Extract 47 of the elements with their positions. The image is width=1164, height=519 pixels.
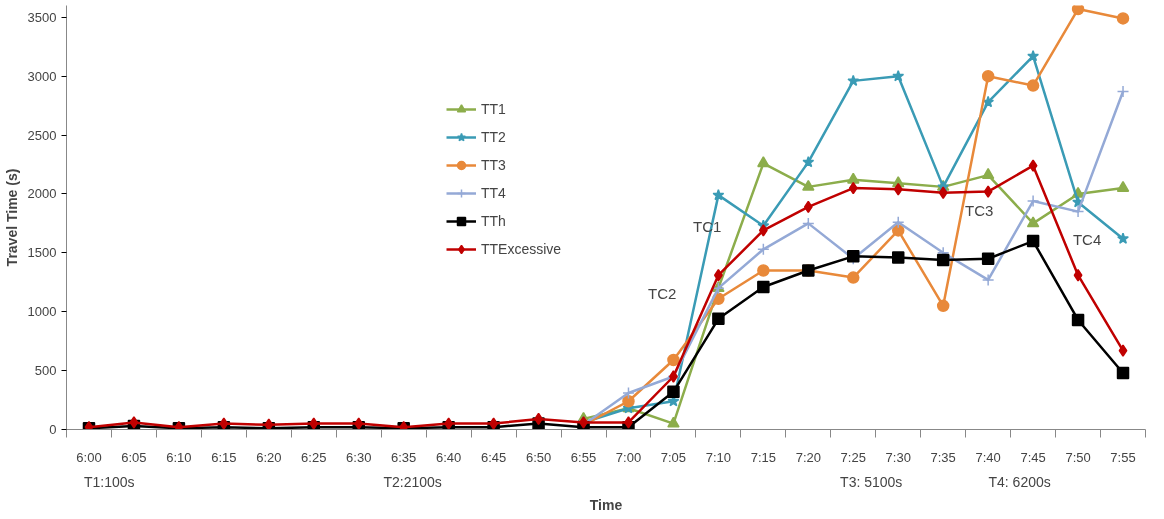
y-tick-label: 500 (34, 363, 57, 379)
legend-label: TTExcessive (481, 241, 563, 257)
x-tick-label: 6:25 (301, 449, 327, 465)
x-tick-label: 7:00 (615, 449, 642, 465)
text: T2:2100s (383, 473, 442, 490)
legend-label: TT1 (481, 101, 507, 117)
y-axis-title: Travel Time (s) (3, 168, 20, 267)
x-tick-label: 7:10 (705, 449, 732, 465)
x-tick-label: 6:45 (480, 449, 507, 465)
x-tick-label: 7:25 (840, 449, 866, 465)
x-tick-label: 7:35 (930, 449, 956, 465)
x-tick-label: 6:05 (121, 449, 147, 465)
annotation: TC2 (648, 285, 677, 303)
y-tick-label: 1000 (27, 304, 57, 320)
y-tick-label: 1500 (27, 245, 57, 261)
annotation: TC3 (964, 201, 994, 219)
y-tick-label: 2500 (27, 127, 57, 143)
x-tick-label: 7:15 (750, 449, 777, 465)
x-tick-label: 6:30 (346, 449, 372, 465)
x-tick-label: 7:30 (885, 449, 911, 465)
x-tick-label: 6:10 (166, 449, 192, 465)
x-tick-label: 6:35 (391, 449, 417, 465)
x-tick-label: 6:00 (76, 449, 102, 465)
x-tick-label: 7:55 (1110, 449, 1136, 465)
x-tick-label: 7:45 (1020, 449, 1046, 465)
text: T4: 6200s (988, 473, 1051, 490)
legend-label: TT2 (481, 129, 507, 145)
annotation: TC4 (1072, 231, 1102, 249)
legend-label: TT4 (481, 185, 507, 201)
x-tick-label: 6:40 (435, 449, 462, 465)
x-tick-label: 7:05 (660, 449, 687, 465)
text: T1:100s (83, 473, 135, 490)
y-tick-label: 3000 (27, 68, 57, 84)
x-axis-title: Time (589, 496, 623, 513)
y-tick-label: 0 (49, 422, 57, 437)
x-tick-label: 6:20 (256, 449, 282, 465)
x-tick-label: 7:40 (975, 449, 1001, 465)
x-tick-label: 7:50 (1065, 449, 1091, 465)
legend-label: TT3 (481, 157, 507, 173)
legend-label: TTh (481, 213, 507, 229)
y-tick-label: 2000 (27, 186, 57, 202)
x-tick-label: 6:50 (525, 449, 552, 465)
text: T3: 5100s (840, 473, 903, 490)
y-tick-label: 3500 (27, 9, 57, 25)
x-tick-label: 6:55 (570, 449, 597, 465)
x-tick-label: 7:20 (795, 449, 821, 465)
x-tick-label: 6:15 (211, 449, 237, 465)
